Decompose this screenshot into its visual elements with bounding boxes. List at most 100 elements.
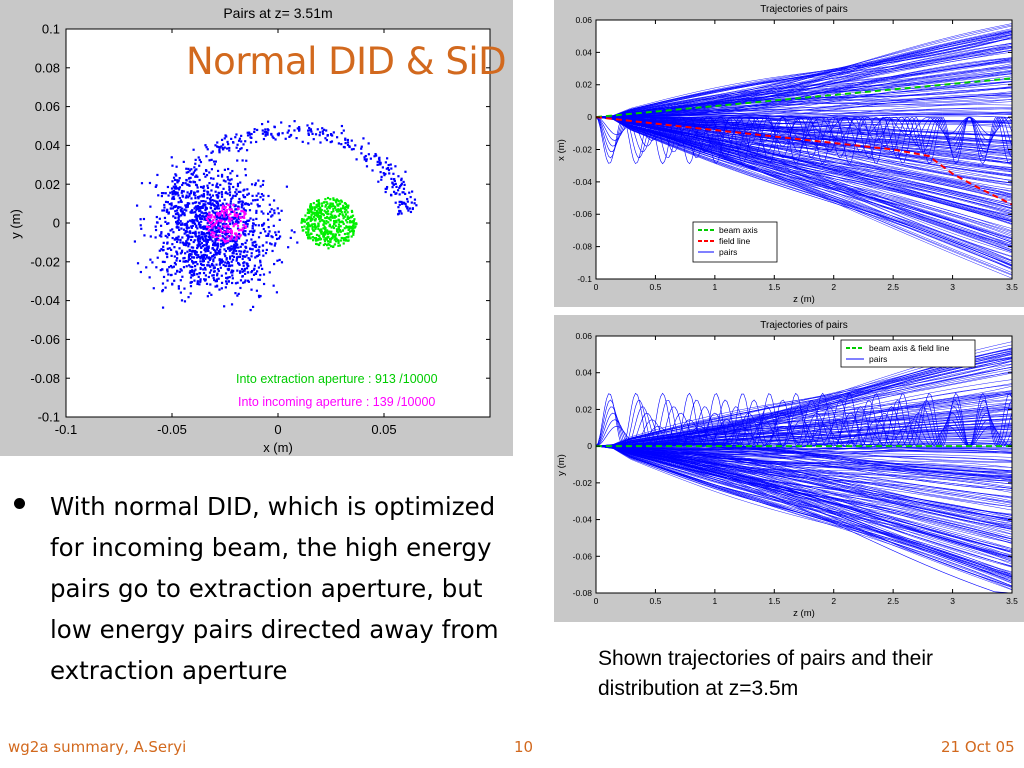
extraction-point (311, 227, 314, 230)
scatter-point (168, 247, 171, 250)
scatter-panel: -0.1 -0.05 0 0.05 0.1 0.08 0.06 0.04 0.02 0 -0.02-… (0, 0, 513, 456)
scatter-point (213, 230, 216, 233)
scatter-point (186, 205, 189, 208)
scatter-point (398, 203, 401, 206)
scatter-point (242, 281, 245, 284)
scatter-point (212, 253, 216, 256)
scatter-point (196, 273, 199, 276)
scatter-point (212, 276, 215, 280)
scatter-point (258, 295, 261, 299)
scatter-point (214, 285, 217, 288)
pair-trajectory (595, 445, 1013, 561)
scatter-point (250, 252, 253, 255)
extraction-point (309, 207, 312, 211)
extraction-point (340, 207, 343, 210)
scatter-point (220, 138, 224, 142)
extraction-point (351, 214, 355, 217)
scatter-point (189, 281, 193, 284)
incoming-point (226, 203, 229, 206)
extraction-point (332, 207, 335, 211)
scatter-point (198, 283, 201, 286)
scatter-point (222, 187, 225, 190)
scatter-point (187, 237, 190, 240)
scatter-point (197, 207, 200, 210)
scatter-point (180, 249, 184, 252)
scatter-point (202, 212, 205, 215)
scatter-point (257, 224, 260, 227)
extraction-point (309, 204, 313, 207)
scatter-point (307, 133, 310, 136)
scatter-point (272, 136, 275, 140)
scatter-point (224, 232, 227, 235)
scatter-point (218, 217, 222, 220)
scatter-point (275, 237, 279, 241)
plot-area (66, 29, 490, 417)
scatter-point (204, 257, 207, 260)
scatter-point (371, 169, 374, 172)
scatter-point (265, 248, 268, 252)
scatter-point (193, 270, 196, 273)
scatter-point (390, 167, 393, 170)
scatter-point (254, 224, 257, 227)
extraction-point (306, 211, 309, 215)
scatter-point (224, 286, 227, 289)
scatter-point (162, 275, 166, 279)
scatter-point (213, 270, 216, 273)
scatter-point (214, 212, 217, 215)
extraction-point (347, 236, 350, 239)
scatter-point (205, 254, 208, 257)
incoming-point (207, 229, 210, 232)
scatter-point (236, 221, 239, 225)
scatter-point (261, 122, 264, 126)
extraction-point (326, 229, 329, 232)
scatter-point (213, 199, 216, 202)
scatter-point (190, 246, 193, 249)
scatter-point (182, 190, 185, 193)
incoming-point (223, 213, 226, 216)
scatter-point (178, 259, 182, 263)
extraction-point (333, 222, 336, 225)
scatter-point (348, 145, 351, 148)
extraction-point (331, 214, 334, 217)
extraction-point (328, 207, 331, 210)
scatter-point (251, 194, 254, 197)
scatter-point (215, 237, 219, 240)
extraction-point (341, 213, 344, 216)
scatter-point (214, 249, 217, 252)
scatter-point (204, 175, 207, 178)
scatter-point (229, 255, 232, 258)
extraction-point (319, 215, 323, 218)
scatter-point (183, 300, 187, 303)
scatter-point (140, 182, 144, 185)
scatter-point (389, 163, 392, 166)
scatter-point (194, 175, 197, 178)
x-tick-label: 2.5 (887, 282, 899, 292)
scatter-point (344, 141, 347, 145)
incoming-point (221, 237, 224, 240)
y-tick-label: -0.06 (30, 332, 60, 347)
scatter-point (172, 231, 175, 234)
scatter-point (224, 237, 227, 240)
scatter-point (206, 193, 209, 196)
pair-trajectory (595, 116, 1013, 251)
scatter-point (190, 190, 193, 193)
scatter-point (187, 226, 190, 229)
extraction-point (307, 231, 310, 234)
trajectory-x-chart: 0 0.5 1 1.5 2 2.5 3 3.50.060.040.020-0.02-0.04-… (556, 4, 1018, 305)
extraction-point (302, 218, 305, 221)
scatter-point (209, 199, 212, 202)
scatter-point (293, 231, 296, 234)
scatter-point (231, 221, 234, 224)
scatter-point (152, 287, 155, 290)
pair-trajectory (595, 73, 1013, 118)
scatter-point (390, 177, 393, 181)
scatter-point (218, 252, 221, 256)
scatter-point (204, 225, 207, 229)
scatter-point (316, 128, 319, 131)
extraction-point (323, 227, 327, 230)
scatter-point (195, 251, 198, 254)
scatter-point (213, 266, 216, 269)
scatter-point (246, 219, 249, 222)
scatter-point (159, 224, 163, 227)
pair-trajectory (595, 116, 1013, 147)
